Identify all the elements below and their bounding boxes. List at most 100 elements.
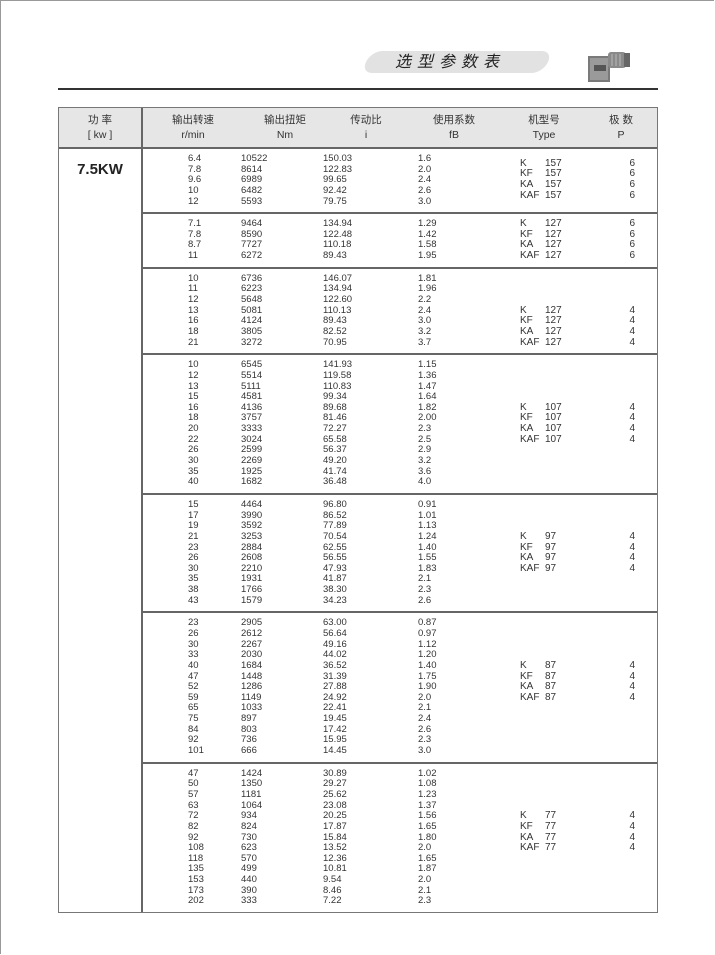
type-row: K 127 6 [520, 219, 635, 230]
pole-count: 4 [629, 325, 635, 337]
col-label: 功 率 [88, 114, 112, 126]
type-size: 97 [545, 552, 557, 564]
service-factor-cell: 1.15 [418, 359, 437, 371]
type-row: KF 127 6 [520, 228, 635, 241]
service-factor-cell: 1.42 [418, 228, 437, 240]
ratio-cell: 122.60 [323, 294, 353, 306]
type-size: 87 [545, 659, 557, 671]
table-row: 101 666 14.45 3.0 [143, 745, 657, 757]
col-label: 输出扭矩 [264, 114, 306, 126]
torque-cell: 5111 [241, 380, 261, 392]
torque-cell: 2612 [241, 627, 263, 639]
speed-cell: 72 [188, 810, 199, 822]
speed-cell: 43 [188, 594, 199, 606]
pole-count: 4 [629, 304, 635, 316]
table-body: 7.5KW 6.4 10522 150.03 1.6 7.8 8614 122.83 2.0 9… [59, 149, 657, 912]
speed-cell: 92 [188, 831, 199, 843]
service-factor-cell: 1.90 [418, 681, 437, 693]
table-row: 173 390 8.46 2.1 [143, 885, 657, 897]
service-factor-cell: 1.65 [418, 820, 437, 832]
service-factor-cell: 4.0 [418, 476, 432, 488]
speed-cell: 10 [188, 359, 199, 371]
type-prefix: KAF [520, 562, 540, 574]
service-factor-cell: 2.6 [418, 594, 432, 606]
service-factor-cell: 0.97 [418, 627, 437, 639]
ratio-cell: 99.34 [323, 391, 347, 403]
speed-cell: 30 [188, 638, 199, 650]
torque-cell: 824 [241, 820, 257, 832]
type-row: KF 87 4 [520, 671, 635, 683]
speed-cell: 84 [188, 723, 199, 735]
type-prefix: K [520, 218, 527, 230]
speed-cell: 33 [188, 649, 199, 661]
pole-count: 4 [629, 423, 635, 435]
service-factor-cell: 1.83 [418, 562, 437, 574]
service-factor-cell: 2.4 [418, 304, 432, 316]
ratio-cell: 29.27 [323, 778, 347, 790]
ratio-cell: 31.39 [323, 670, 347, 682]
table-row: 7.8 8614 122.83 2.0 [143, 163, 657, 176]
pole-count: 4 [629, 541, 635, 553]
type-prefix: K [520, 530, 527, 542]
type-size: 87 [545, 691, 557, 703]
speed-cell: 65 [188, 702, 199, 714]
torque-cell: 1424 [241, 767, 263, 779]
torque-cell: 3592 [241, 520, 263, 532]
torque-cell: 1579 [241, 594, 263, 606]
speed-cell: 12 [188, 294, 199, 306]
torque-cell: 6272 [241, 250, 263, 262]
ratio-cell: 65.58 [323, 433, 347, 445]
ratio-cell: 12.36 [323, 852, 347, 864]
type-size: 77 [545, 810, 557, 822]
speed-cell: 7.8 [188, 163, 202, 175]
table-row: 35 1931 41.87 2.1 [143, 574, 657, 585]
torque-cell: 5514 [241, 369, 263, 381]
type-prefix: KA [520, 681, 534, 693]
ratio-cell: 56.55 [323, 552, 347, 564]
ratio-cell: 122.83 [323, 163, 353, 175]
torque-cell: 3805 [241, 325, 263, 337]
type-prefix: KAF [520, 842, 540, 854]
table-row: 16 4124 89.43 3.0 [143, 316, 657, 327]
type-size: 127 [545, 239, 562, 251]
service-factor-cell: 3.2 [418, 455, 432, 467]
speed-cell: 20 [188, 423, 199, 435]
service-factor-cell: 1.6 [418, 153, 432, 164]
torque-cell: 1766 [241, 584, 263, 596]
torque-cell: 2030 [241, 649, 263, 661]
col-unit: fB [449, 129, 459, 141]
type-list: K 127 6 KF 127 6 KA 127 6 KAF 127 6 [520, 219, 635, 262]
service-factor-cell: 2.6 [418, 723, 432, 735]
table-row: 8.7 7727 110.18 1.58 [143, 240, 657, 251]
service-factor-cell: 3.0 [418, 745, 432, 757]
speed-cell: 8.7 [188, 239, 202, 251]
selection-table: 功 率 [ kw ] 输出转速 r/min 输出扭矩 Nm 传动比 i 使用系数 fB 机… [58, 107, 658, 913]
table-row: 22 3024 65.58 2.5 [143, 433, 657, 446]
type-size: 97 [545, 530, 557, 542]
torque-cell: 3024 [241, 433, 263, 445]
torque-cell: 803 [241, 723, 257, 735]
table-row: 26 2599 56.37 2.9 [143, 445, 657, 456]
service-factor-cell: 0.91 [418, 498, 437, 510]
type-size: 87 [545, 681, 557, 693]
speed-cell: 6.4 [188, 153, 202, 164]
torque-cell: 2608 [241, 552, 263, 564]
ratio-cell: 63.00 [323, 617, 347, 629]
service-factor-cell: 2.5 [418, 433, 432, 445]
service-factor-cell: 3.0 [418, 315, 432, 327]
type-prefix: KA [520, 423, 534, 435]
ratio-cell: 110.18 [323, 239, 352, 251]
service-factor-cell: 1.37 [418, 799, 437, 811]
type-size: 127 [545, 228, 562, 240]
speed-cell: 16 [188, 315, 199, 327]
speed-cell: 30 [188, 455, 199, 467]
ratio-cell: 17.87 [323, 820, 347, 832]
pole-count: 6 [629, 218, 635, 230]
type-list: K 97 4 KF 97 4 KA 97 4 KAF 97 4 [520, 530, 635, 575]
torque-cell: 666 [241, 745, 257, 757]
ratio-cell: 49.16 [323, 638, 347, 650]
service-factor-cell: 2.4 [418, 713, 432, 725]
ratio-cell: 110.13 [323, 304, 352, 316]
col-label: 机型号 [528, 114, 560, 126]
type-size: 107 [545, 412, 562, 424]
